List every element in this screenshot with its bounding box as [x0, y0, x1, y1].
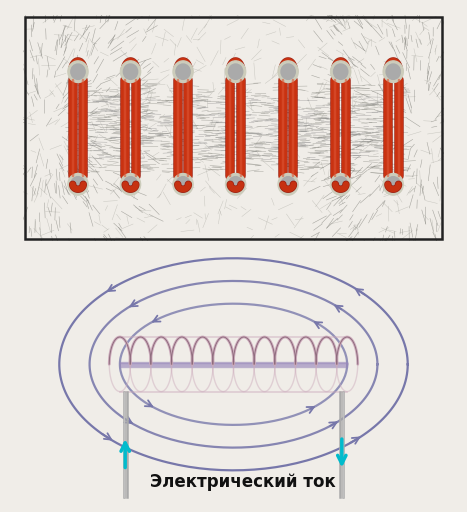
Circle shape — [123, 177, 138, 192]
Circle shape — [120, 174, 141, 195]
Text: Электрический ток: Электрический ток — [150, 474, 336, 492]
Circle shape — [68, 174, 88, 195]
Circle shape — [68, 61, 88, 82]
Circle shape — [386, 177, 400, 192]
Circle shape — [71, 64, 85, 79]
Circle shape — [278, 174, 298, 195]
Circle shape — [281, 177, 295, 192]
Circle shape — [333, 64, 348, 79]
Circle shape — [226, 174, 246, 195]
Circle shape — [173, 61, 193, 82]
Circle shape — [331, 61, 351, 82]
Circle shape — [383, 174, 403, 195]
Circle shape — [123, 64, 138, 79]
Circle shape — [228, 64, 243, 79]
Circle shape — [228, 177, 243, 192]
Circle shape — [71, 177, 85, 192]
Circle shape — [278, 61, 298, 82]
Circle shape — [176, 64, 190, 79]
Circle shape — [120, 61, 141, 82]
Circle shape — [331, 174, 351, 195]
Circle shape — [333, 177, 348, 192]
Circle shape — [176, 177, 190, 192]
Circle shape — [281, 64, 295, 79]
Circle shape — [386, 64, 400, 79]
Circle shape — [226, 61, 246, 82]
Circle shape — [173, 174, 193, 195]
Circle shape — [383, 61, 403, 82]
